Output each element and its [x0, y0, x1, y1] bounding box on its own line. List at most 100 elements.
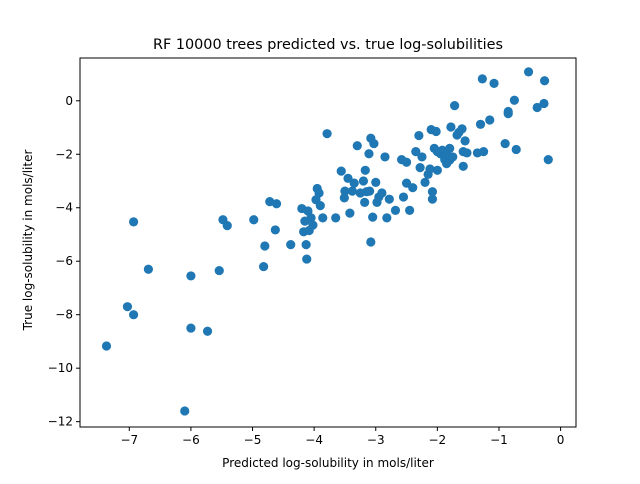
data-point	[539, 98, 549, 109]
data-point	[366, 237, 376, 247]
data-point	[475, 119, 486, 129]
y-axis-label: True log-solubility in mols/liter	[21, 150, 35, 332]
data-point	[411, 146, 421, 157]
data-point	[401, 157, 412, 167]
data-point	[360, 165, 370, 175]
data-point	[306, 213, 316, 223]
data-point	[322, 129, 332, 139]
data-point	[129, 217, 139, 227]
data-point	[318, 213, 328, 223]
data-point	[202, 326, 213, 336]
data-point	[377, 188, 387, 198]
data-point	[539, 76, 550, 86]
data-point	[339, 193, 349, 203]
data-point	[129, 310, 139, 320]
data-point	[343, 173, 353, 183]
data-point	[222, 221, 232, 231]
points-layer	[101, 67, 553, 416]
data-point	[270, 225, 280, 235]
data-point	[360, 197, 370, 207]
data-point	[460, 136, 470, 146]
data-point	[143, 264, 153, 274]
data-point	[500, 138, 510, 149]
data-point	[446, 122, 456, 132]
data-point	[427, 194, 438, 204]
data-point	[382, 213, 392, 223]
data-point	[414, 130, 424, 141]
data-point	[214, 265, 224, 276]
data-point	[457, 124, 467, 134]
data-point	[420, 177, 430, 187]
axes-layer: −7 −6 −5 −4 −3 −2 −1 0−12−10−8−6−4−20	[48, 57, 577, 447]
data-point	[415, 163, 425, 173]
x-tick-label: −5	[244, 433, 262, 447]
y-tick-label: −8	[55, 308, 73, 322]
data-point	[408, 183, 418, 193]
data-point	[448, 152, 458, 162]
data-point	[477, 74, 487, 84]
data-point	[390, 205, 401, 216]
data-point	[352, 141, 362, 151]
data-point	[431, 126, 441, 137]
x-tick-label: −1	[490, 433, 508, 447]
data-point	[347, 186, 357, 196]
data-point	[450, 101, 460, 111]
data-point	[371, 177, 381, 187]
data-point	[259, 261, 269, 272]
data-point	[384, 194, 394, 204]
data-point	[331, 213, 341, 223]
data-point	[301, 240, 311, 250]
data-point	[315, 201, 325, 211]
data-point	[180, 406, 190, 416]
data-point	[122, 302, 133, 312]
data-point	[340, 186, 350, 196]
data-point	[249, 215, 259, 225]
data-point	[417, 152, 427, 162]
data-point	[308, 220, 318, 230]
x-tick-label: −3	[367, 433, 385, 447]
data-point	[509, 95, 519, 105]
data-point	[101, 341, 112, 351]
y-tick-label: 0	[65, 94, 73, 108]
data-point	[369, 138, 379, 149]
data-point	[358, 176, 369, 186]
data-point	[489, 78, 499, 88]
data-point	[271, 199, 282, 209]
data-point	[458, 161, 468, 171]
x-tick-label: −7	[120, 433, 138, 447]
data-point	[314, 188, 324, 198]
data-point	[485, 115, 495, 125]
data-point	[398, 192, 409, 202]
data-point	[503, 106, 513, 117]
data-point	[432, 165, 442, 175]
x-tick-label: 0	[557, 433, 565, 447]
y-tick-label: −6	[55, 254, 73, 268]
data-point	[345, 208, 355, 218]
data-point	[302, 254, 312, 264]
data-point	[186, 271, 196, 281]
data-point	[336, 166, 346, 176]
data-point	[349, 178, 359, 188]
data-point	[260, 241, 270, 251]
x-tick-label: −4	[305, 433, 323, 447]
data-point	[532, 102, 542, 113]
x-axis-label: Predicted log-solubility in mols/liter	[222, 456, 434, 470]
data-point	[511, 144, 521, 155]
data-point	[427, 187, 438, 197]
data-point	[368, 212, 378, 222]
data-point	[364, 149, 374, 159]
data-point	[286, 240, 296, 250]
y-tick-label: −10	[48, 361, 73, 375]
data-point	[364, 186, 375, 196]
plot-frame	[79, 57, 577, 428]
data-point	[186, 323, 196, 333]
y-tick-label: −12	[48, 415, 73, 429]
y-tick-label: −4	[55, 201, 73, 215]
data-point	[380, 152, 390, 162]
data-point	[405, 205, 415, 216]
x-tick-label: −2	[429, 433, 447, 447]
data-point	[543, 155, 553, 165]
x-tick-label: −6	[182, 433, 200, 447]
